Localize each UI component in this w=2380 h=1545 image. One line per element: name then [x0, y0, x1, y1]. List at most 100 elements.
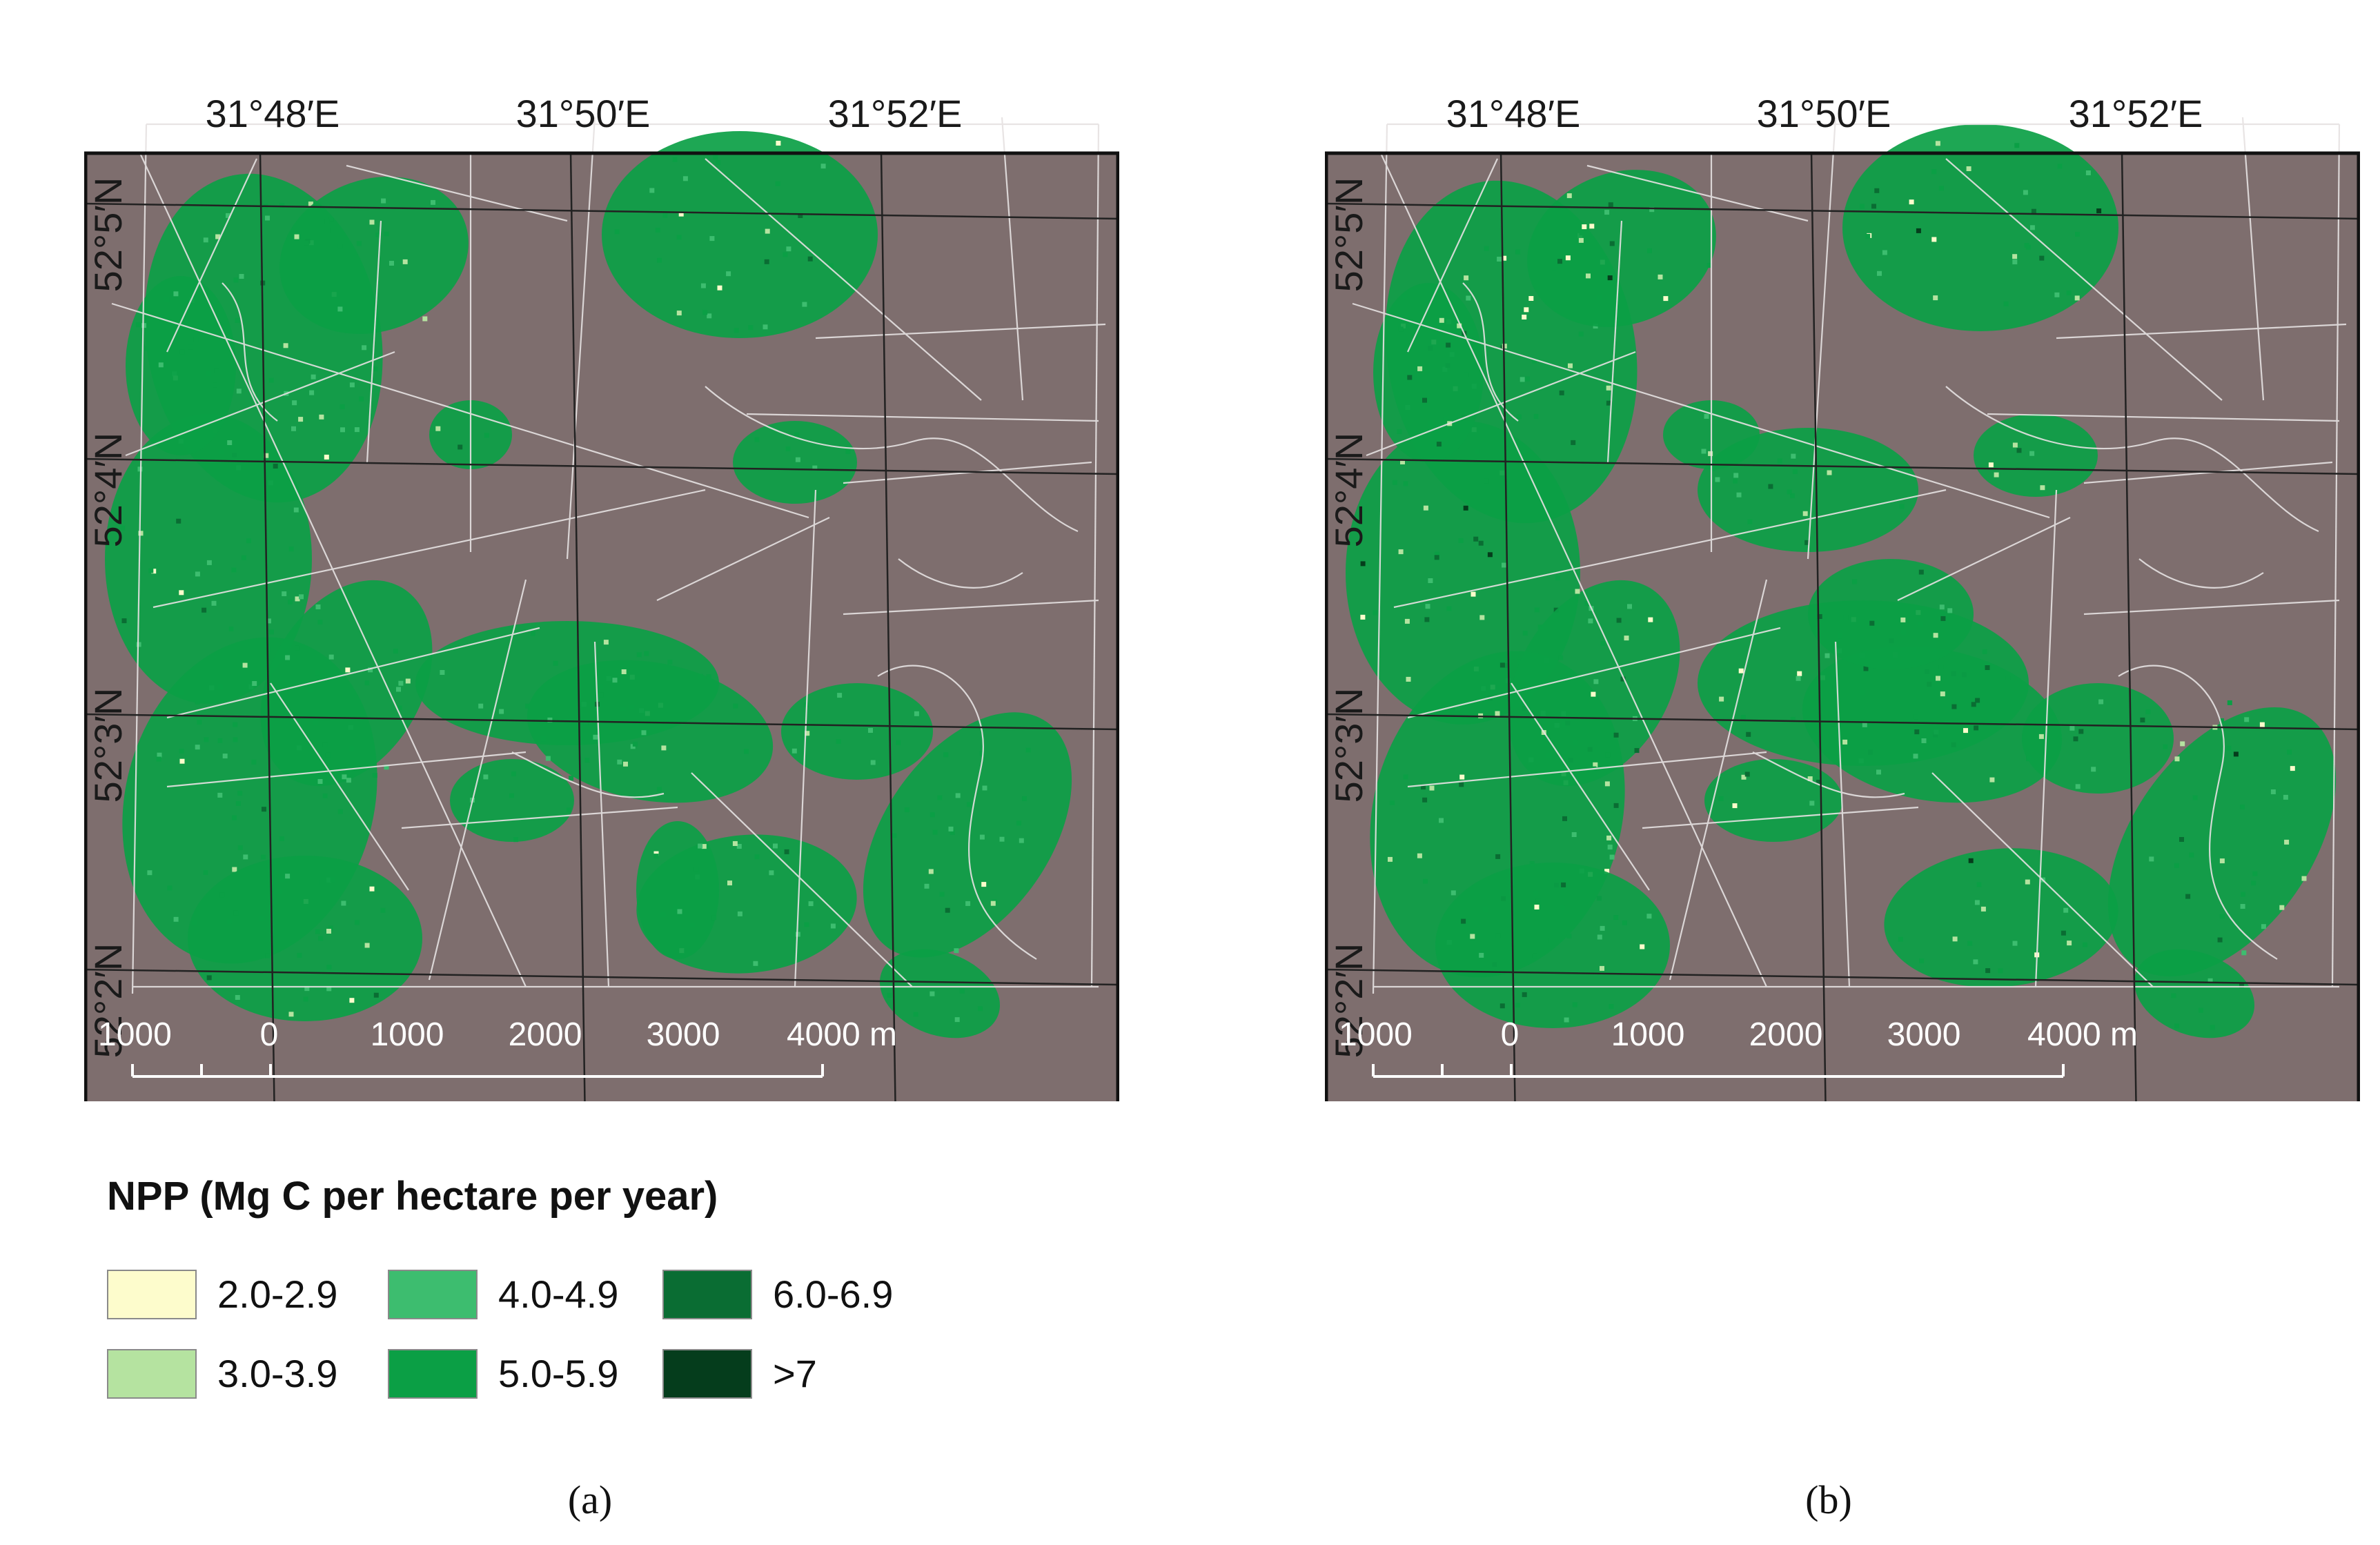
npp-pixel: [179, 349, 185, 355]
parcel-line: [566, 117, 596, 560]
npp-pixel: [1421, 785, 1426, 790]
parcel-line: [794, 489, 817, 987]
npp-pixel: [1817, 614, 1822, 619]
npp-pixel: [1916, 228, 1921, 233]
npp-pixel: [1935, 141, 1940, 146]
graticule-meridian: [259, 151, 275, 1101]
npp-pixel: [896, 740, 901, 745]
npp-pixel: [700, 283, 706, 288]
forest-patch: [105, 414, 312, 704]
npp-pixel: [2057, 164, 2063, 169]
npp-pixel: [279, 836, 284, 841]
npp-pixel: [2023, 190, 2028, 195]
npp-pixel: [309, 390, 315, 395]
npp-pixel: [667, 660, 673, 665]
forest-patch: [126, 276, 236, 455]
npp-pixel: [1860, 204, 1865, 209]
npp-pixel: [324, 219, 330, 224]
npp-pixel: [1533, 413, 1539, 419]
npp-pixel: [1605, 752, 1611, 758]
npp-pixel: [1899, 504, 1905, 509]
scale-label: 0: [259, 1016, 279, 1053]
npp-pixel: [1741, 774, 1747, 780]
npp-pixel: [1495, 854, 1501, 859]
forest-patches: [105, 131, 1072, 1039]
npp-pixel: [1478, 540, 1484, 546]
npp-pixel: [1522, 631, 1528, 636]
npp-pixel: [326, 965, 332, 970]
npp-pixel: [1701, 449, 1707, 454]
forest-patch: [188, 856, 422, 1021]
npp-pixel: [1718, 796, 1724, 801]
npp-pixel: [285, 874, 291, 879]
npp-pixel: [236, 388, 242, 394]
npp-pixel: [1732, 803, 1738, 809]
npp-pixel: [694, 691, 699, 696]
npp-pixel: [292, 400, 297, 406]
parcel-line: [2056, 323, 2347, 339]
npp-pixel: [138, 531, 144, 536]
npp-pixel: [837, 693, 843, 698]
npp-pixel: [1832, 685, 1838, 690]
npp-pixel: [1461, 918, 1466, 924]
caption-a: (a): [567, 1477, 613, 1522]
npp-pixel: [1607, 275, 1613, 281]
npp-pixel: [173, 291, 179, 297]
npp-pixel: [266, 618, 271, 624]
npp-pixel: [208, 455, 213, 460]
npp-pixel: [1463, 505, 1468, 511]
npp-pixel: [804, 922, 809, 927]
npp-pixel: [188, 344, 193, 350]
npp-pixel: [2061, 930, 2066, 936]
npp-pixel: [326, 986, 332, 992]
forest-patch: [1346, 421, 1580, 725]
npp-pixel: [1403, 481, 1408, 486]
npp-pixel: [636, 652, 642, 658]
npp-pixel: [1843, 615, 1849, 620]
npp-pixel: [214, 368, 219, 373]
npp-pixel: [304, 986, 310, 992]
npp-pixel: [765, 228, 770, 234]
npp-pixel: [1951, 704, 1957, 709]
npp-pixel: [2259, 722, 2265, 727]
npp-pixel: [511, 771, 516, 777]
npp-pixel: [1609, 241, 1615, 246]
scale-label: 3000: [1887, 1016, 1961, 1053]
npp-pixel: [676, 311, 682, 316]
npp-pixel: [1862, 722, 1867, 727]
npp-pixel: [2163, 744, 2168, 749]
parcel-line: [1586, 164, 1809, 222]
npp-pixel: [2252, 871, 2258, 876]
npp-pixel: [868, 728, 873, 733]
npp-pixel: [1547, 513, 1552, 518]
npp-pixel: [1747, 519, 1753, 524]
npp-pixel: [1398, 549, 1404, 555]
map-panel-b: 31°48′E 31°50′E 31°52′E 52°5′N 52°4′N 52…: [1325, 76, 2360, 1101]
npp-pixel: [955, 793, 961, 798]
legend-label: 4.0-4.9: [498, 1272, 619, 1316]
forest-patch: [1435, 863, 1670, 1028]
npp-pixel: [231, 567, 237, 573]
parcel-line: [346, 164, 568, 222]
npp-pixel: [2039, 255, 2045, 261]
npp-pixel: [1417, 853, 1422, 858]
legend-swatch: [662, 1349, 752, 1399]
npp-pixel: [285, 655, 291, 660]
npp-pixel: [1940, 691, 1945, 697]
npp-pixel: [753, 961, 758, 966]
npp-pixel: [1947, 608, 1953, 613]
npp-pixel: [2217, 937, 2223, 943]
graticule-meridian: [2121, 151, 2137, 1101]
npp-pixel: [2075, 784, 2081, 789]
npp-pixel: [2244, 717, 2250, 722]
npp-pixel: [702, 310, 708, 315]
npp-pixel: [1502, 562, 1506, 568]
npp-pixel: [657, 257, 662, 263]
npp-pixel: [1606, 385, 1611, 391]
npp-pixel: [2003, 301, 2009, 306]
npp-pixel: [288, 599, 293, 604]
npp-pixel: [748, 325, 754, 331]
scale-label: 1000: [1339, 1016, 1413, 1053]
npp-pixel: [1019, 838, 1024, 843]
npp-pixel: [1827, 470, 1832, 475]
